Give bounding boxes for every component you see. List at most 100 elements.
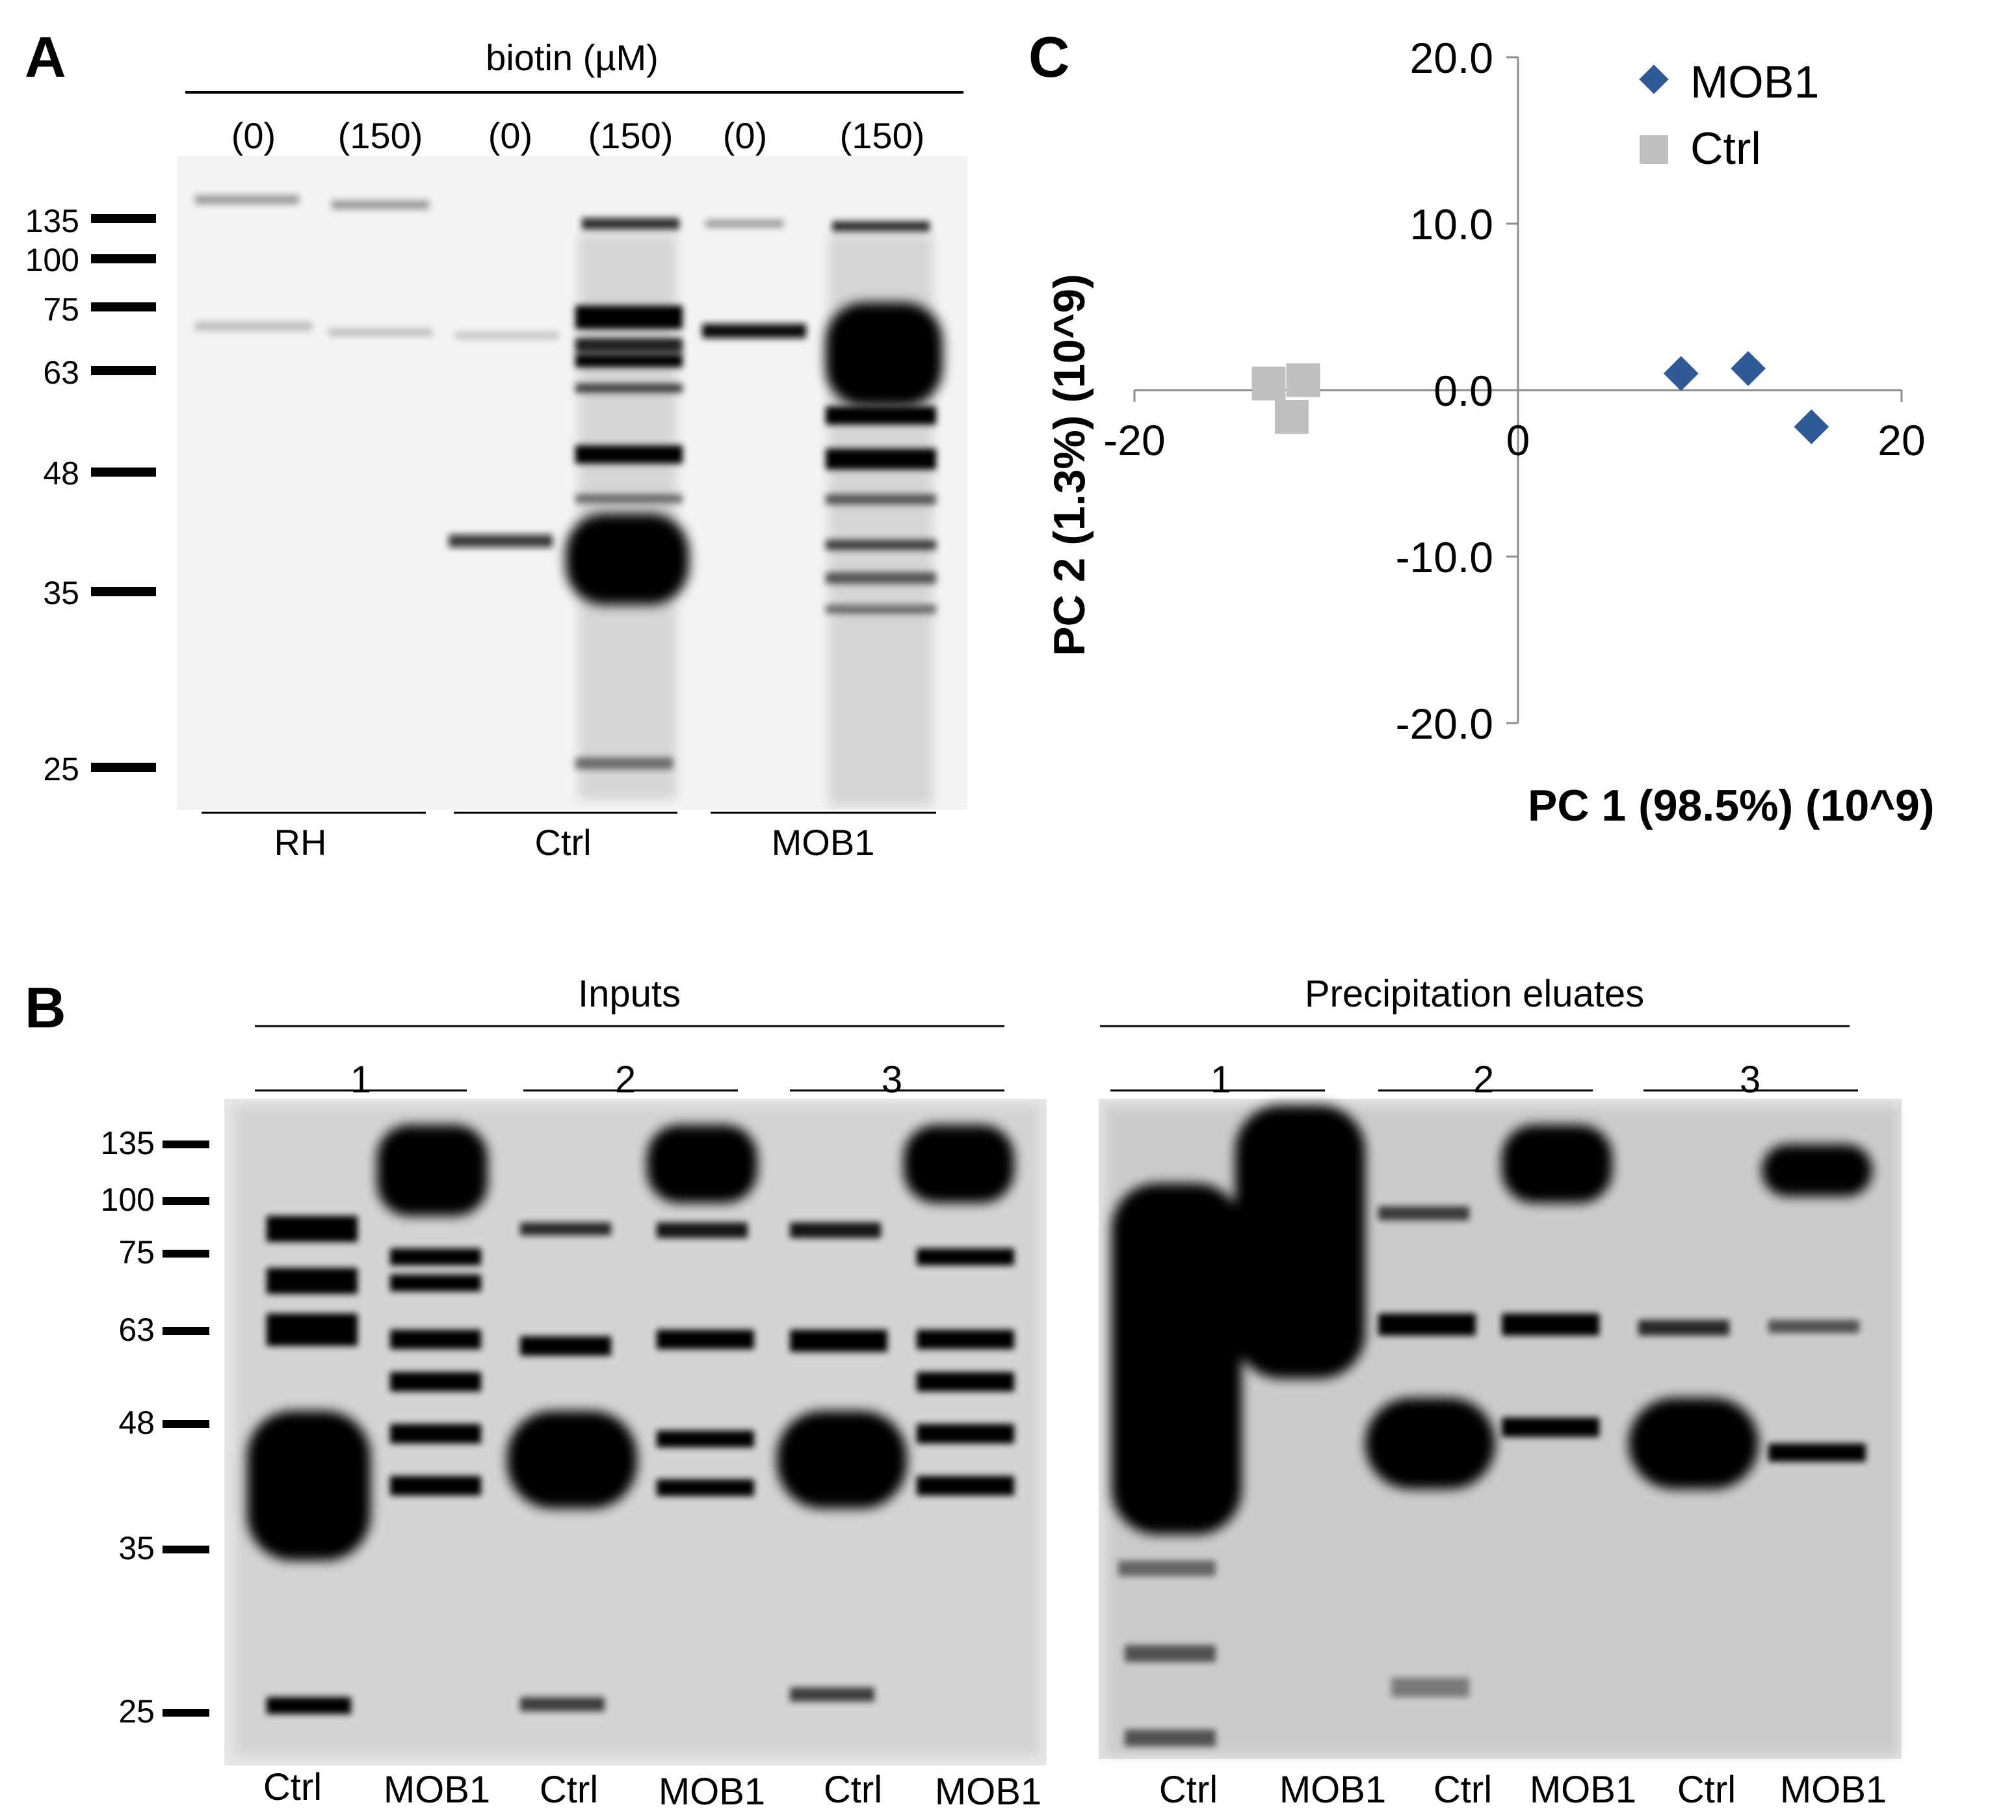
blot-inputs-image: [224, 1099, 1047, 1765]
mw-marker: 35: [118, 1530, 209, 1566]
axis-ticks: [1133, 56, 1903, 724]
replicate-label: 1: [1211, 1059, 1231, 1101]
x-tick-label: 20: [1878, 416, 1925, 464]
svg-text:100: 100: [101, 1181, 155, 1218]
dose-labels: (0) (150) (0) (150) (0) (150): [231, 115, 925, 156]
group-label: MOB1: [772, 822, 875, 863]
y-tick-label: 20.0: [1410, 34, 1493, 82]
svg-text:25: 25: [43, 751, 79, 787]
panel-b-label: B: [25, 975, 66, 1040]
dose-label: (0): [231, 115, 276, 156]
mw-marker: 75: [43, 291, 156, 328]
dose-label: (150): [588, 115, 674, 156]
group-label: RH: [274, 822, 327, 863]
lane-label: MOB1: [935, 1771, 1041, 1813]
lane-label: MOB1: [659, 1771, 765, 1813]
lane-label: MOB1: [1279, 1769, 1386, 1811]
lane-labels-eluates: Ctrl MOB1 Ctrl MOB1 Ctrl MOB1: [1159, 1769, 1887, 1811]
treatment-label: biotin (µM): [486, 37, 659, 78]
legend-marker-ctrl: [1640, 135, 1668, 164]
x-tick-label: -20: [1103, 416, 1165, 464]
mw-marker: 25: [43, 751, 156, 787]
lane-labels-inputs: Ctrl MOB1 Ctrl MOB1 Ctrl MOB1: [263, 1766, 1041, 1813]
mw-marker: 100: [101, 1181, 209, 1218]
mw-marker: 63: [118, 1312, 209, 1348]
lane-label: MOB1: [1780, 1769, 1887, 1811]
panel-a: A biotin (µM) (0) (150) (0) (150) (0) (1…: [25, 25, 967, 863]
svg-text:135: 135: [25, 203, 79, 239]
x-axis-title: PC 1 (98.5%) (10^9): [1528, 781, 1935, 830]
legend-label-mob1: MOB1: [1690, 57, 1819, 107]
mw-marker: 35: [43, 575, 156, 611]
panel-c: C 20.0 10.0 0.0 -10.0 -20.0 -20 0 20 MOB1 Ctrl …: [1028, 25, 1935, 830]
group-brackets-a: RH Ctrl MOB1: [202, 811, 936, 863]
blot-eluates-image: [1099, 1099, 1902, 1759]
lane-label: MOB1: [384, 1769, 490, 1811]
mw-marker: 25: [118, 1693, 209, 1730]
dose-label: (150): [338, 115, 423, 156]
inputs-title: Inputs: [578, 973, 681, 1015]
legend-marker-mob1: [1639, 64, 1669, 94]
svg-text:35: 35: [118, 1530, 155, 1566]
replicate-label: 2: [1473, 1059, 1494, 1101]
panel-a-label: A: [25, 25, 66, 89]
replicate-brackets-eluates: 1 2 3: [1110, 1059, 1858, 1101]
svg-text:35: 35: [43, 575, 79, 611]
data-points: [1251, 350, 1829, 445]
dose-label: (0): [488, 115, 532, 156]
dose-label: (0): [723, 115, 767, 156]
mw-marker: 135: [101, 1125, 209, 1161]
mw-marker: 100: [25, 242, 156, 278]
svg-text:100: 100: [25, 242, 79, 278]
mw-marker: 75: [118, 1234, 209, 1271]
lane-label: MOB1: [1530, 1769, 1636, 1811]
lane-label: Ctrl: [1159, 1769, 1218, 1811]
panel-c-label: C: [1028, 25, 1070, 89]
svg-text:63: 63: [43, 354, 79, 391]
mw-marker: 63: [43, 354, 156, 391]
lane-label: Ctrl: [824, 1769, 882, 1811]
svg-text:48: 48: [43, 455, 79, 492]
svg-text:135: 135: [101, 1125, 155, 1161]
y-tick-label: -20.0: [1396, 700, 1493, 748]
legend: MOB1 Ctrl: [1639, 57, 1819, 174]
y-tick-label: 10.0: [1410, 200, 1493, 248]
lane-label: Ctrl: [540, 1769, 598, 1811]
y-tick-label: 0.0: [1433, 367, 1493, 415]
legend-item-ctrl: Ctrl: [1640, 123, 1761, 174]
group-label: Ctrl: [534, 822, 591, 863]
replicate-label: 2: [615, 1059, 636, 1101]
point-ctrl: [1286, 363, 1320, 397]
tick-labels: 20.0 10.0 0.0 -10.0 -20.0 -20 0 20: [1103, 34, 1925, 748]
legend-item-mob1: MOB1: [1639, 57, 1819, 107]
mw-marker: 135: [25, 203, 156, 239]
point-mob1: [1794, 409, 1829, 445]
x-tick-label: 0: [1506, 416, 1530, 464]
dose-label: (150): [840, 115, 925, 156]
panel-b: B Inputs 1 2 3 Precipitation eluates 1 2…: [25, 973, 1902, 1813]
lane-label: Ctrl: [1433, 1769, 1492, 1811]
svg-text:48: 48: [118, 1405, 155, 1441]
svg-text:63: 63: [118, 1312, 155, 1348]
svg-text:75: 75: [43, 291, 79, 328]
point-ctrl: [1251, 366, 1286, 401]
point-ctrl: [1274, 399, 1309, 434]
lane-label: Ctrl: [1677, 1769, 1736, 1811]
svg-text:25: 25: [118, 1693, 155, 1730]
mw-markers-b: 135 100 75 63 48 35 25: [101, 1125, 209, 1730]
mw-marker: 48: [43, 455, 156, 492]
y-tick-label: -10.0: [1396, 533, 1493, 581]
svg-text:75: 75: [118, 1234, 155, 1271]
replicate-label: 3: [882, 1059, 902, 1101]
legend-label-ctrl: Ctrl: [1690, 123, 1761, 174]
pca-scatter: 20.0 10.0 0.0 -10.0 -20.0 -20 0 20 MOB1 Ctrl PC…: [1045, 34, 1935, 830]
mw-markers-a: 135 100 75 63 48 35 25: [25, 203, 156, 787]
point-mob1: [1731, 350, 1766, 386]
replicate-brackets-inputs: 1 2 3: [255, 1059, 1004, 1101]
point-mob1: [1663, 356, 1699, 391]
mw-marker: 48: [118, 1405, 209, 1441]
eluates-title: Precipitation eluates: [1305, 973, 1644, 1015]
replicate-label: 1: [350, 1059, 371, 1101]
y-axis-title: PC 2 (1.3%) (10^9): [1045, 274, 1094, 656]
